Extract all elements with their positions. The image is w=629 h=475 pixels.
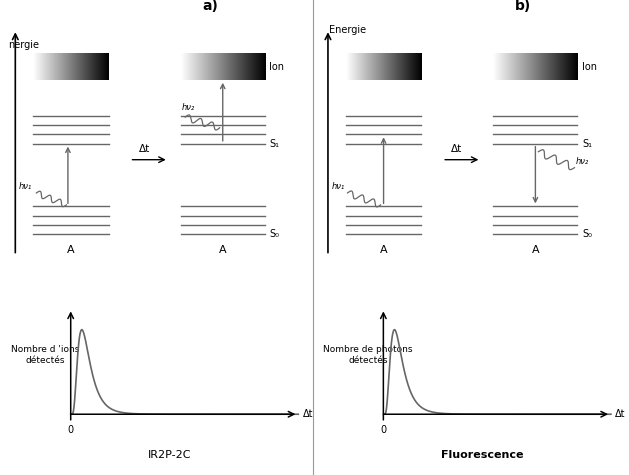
Text: IR2P-2C: IR2P-2C <box>148 450 191 460</box>
Text: Δt: Δt <box>451 144 462 154</box>
Text: Nombre de photons
détectés: Nombre de photons détectés <box>323 345 413 365</box>
Text: b): b) <box>515 0 532 13</box>
Text: Δt: Δt <box>615 409 626 419</box>
Text: 0: 0 <box>381 425 386 435</box>
Text: S₁: S₁ <box>582 139 592 149</box>
Text: hν₂: hν₂ <box>182 103 196 112</box>
Text: hν₂: hν₂ <box>576 157 589 165</box>
Text: Energie: Energie <box>330 25 367 35</box>
Text: nergie: nergie <box>8 40 39 50</box>
Text: A: A <box>219 245 226 255</box>
Text: Nombre d 'ions
détectés: Nombre d 'ions détectés <box>11 345 79 365</box>
Text: Ion: Ion <box>582 62 597 72</box>
Text: S₀: S₀ <box>582 229 592 239</box>
Text: hν₁: hν₁ <box>19 182 32 191</box>
Text: A: A <box>532 245 539 255</box>
Text: Fluorescence: Fluorescence <box>441 450 523 460</box>
Text: A: A <box>380 245 387 255</box>
Text: A: A <box>67 245 75 255</box>
Text: Ion: Ion <box>269 62 284 72</box>
Text: Δt: Δt <box>138 144 150 154</box>
Text: a): a) <box>203 0 219 13</box>
Text: S₀: S₀ <box>269 229 279 239</box>
Text: S₁: S₁ <box>269 139 279 149</box>
Text: Δt: Δt <box>303 409 313 419</box>
Text: hν₁: hν₁ <box>331 182 345 191</box>
Text: 0: 0 <box>68 425 74 435</box>
